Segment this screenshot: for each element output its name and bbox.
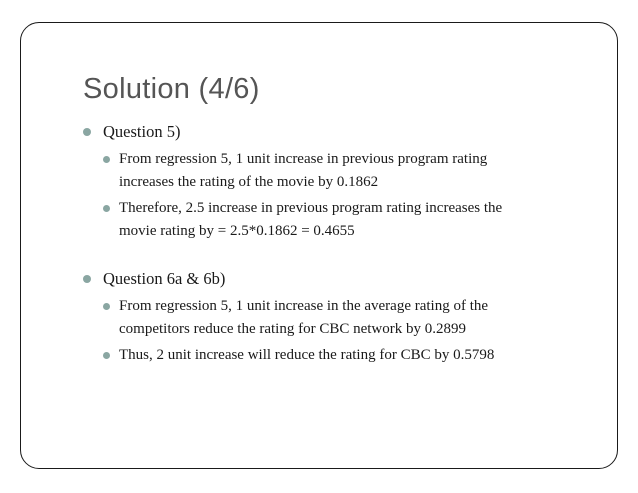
section-spacer bbox=[83, 246, 593, 268]
sub-bullet-icon bbox=[103, 156, 110, 163]
section-heading: Question 6a & 6b) bbox=[103, 269, 226, 288]
sub-bullet-text-line: From regression 5, 1 unit increase in pr… bbox=[119, 151, 488, 167]
sub-bullet-text-line: Therefore, 2.5 increase in previous prog… bbox=[119, 200, 503, 216]
sub-bullet-text-line: movie rating by = 2.5*0.1862 = 0.4655 bbox=[119, 223, 355, 239]
sub-bullet-text-line: From regression 5, 1 unit increase in th… bbox=[119, 298, 489, 314]
sub-bullet-text-line: increases the rating of the movie by 0.1… bbox=[119, 174, 379, 190]
sub-bullet-icon bbox=[103, 352, 110, 359]
slide-frame bbox=[20, 22, 618, 469]
sub-bullet-item: From regression 5, 1 unit increase in th… bbox=[83, 295, 593, 341]
section-question-5: Question 5) bbox=[83, 121, 593, 143]
sub-bullet-text-line: competitors reduce the rating for CBC ne… bbox=[119, 321, 467, 337]
bullet-icon bbox=[83, 128, 91, 136]
sub-bullet-icon bbox=[103, 205, 110, 212]
slide-title: Solution (4/6) bbox=[83, 73, 260, 105]
sub-bullet-item: From regression 5, 1 unit increase in pr… bbox=[83, 148, 593, 194]
bullet-icon bbox=[83, 275, 91, 283]
section-heading: Question 5) bbox=[103, 122, 181, 141]
sub-bullet-item: Thus, 2 unit increase will reduce the ra… bbox=[83, 344, 593, 367]
sub-bullet-icon bbox=[103, 303, 110, 310]
section-question-6: Question 6a & 6b) bbox=[83, 268, 593, 290]
sub-bullet-item: Therefore, 2.5 increase in previous prog… bbox=[83, 197, 593, 243]
sub-bullet-text-line: Thus, 2 unit increase will reduce the ra… bbox=[119, 347, 495, 363]
bullet-list: Question 5) From regression 5, 1 unit in… bbox=[83, 121, 593, 370]
sub-bullet-list: From regression 5, 1 unit increase in th… bbox=[83, 295, 593, 367]
sub-bullet-list: From regression 5, 1 unit increase in pr… bbox=[83, 148, 593, 243]
